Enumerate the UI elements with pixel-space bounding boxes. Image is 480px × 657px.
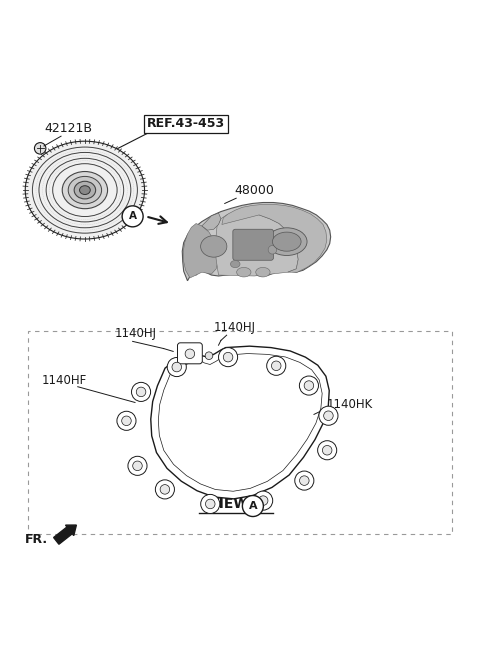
Polygon shape [215,213,298,276]
Ellipse shape [230,260,240,267]
Text: 1140HK: 1140HK [327,397,373,411]
Circle shape [223,352,233,362]
Circle shape [205,499,215,509]
Circle shape [132,382,151,401]
Text: A: A [129,212,137,221]
Bar [28,331,452,533]
Ellipse shape [68,177,102,204]
Ellipse shape [266,228,307,256]
Circle shape [122,206,143,227]
Ellipse shape [62,171,108,209]
Polygon shape [182,202,331,281]
Circle shape [156,480,174,499]
Circle shape [242,495,264,516]
Circle shape [324,411,333,420]
Circle shape [267,356,286,375]
Text: REF.43-453: REF.43-453 [147,118,225,131]
Text: VIEW: VIEW [209,497,250,510]
Circle shape [160,485,169,494]
Circle shape [117,411,136,430]
Ellipse shape [201,236,227,257]
Circle shape [300,476,309,486]
Text: 48000: 48000 [234,184,274,197]
Circle shape [304,381,314,390]
Circle shape [128,456,147,476]
Polygon shape [202,213,221,230]
Ellipse shape [273,232,301,251]
Circle shape [272,361,281,371]
Circle shape [295,471,314,490]
Circle shape [323,445,332,455]
Ellipse shape [237,267,251,277]
Circle shape [35,143,46,154]
Circle shape [136,387,146,397]
Circle shape [167,357,186,376]
Circle shape [122,416,131,426]
Text: FR.: FR. [25,533,48,545]
Text: 1140HF: 1140HF [42,374,87,387]
Text: 1140HJ: 1140HJ [214,321,256,334]
Circle shape [318,441,337,460]
Ellipse shape [25,141,144,239]
Text: 1140HJ: 1140HJ [115,327,157,340]
Circle shape [300,376,318,395]
Circle shape [258,496,268,505]
Circle shape [218,348,238,367]
Polygon shape [222,204,327,272]
Ellipse shape [74,181,96,199]
Circle shape [185,349,195,359]
Polygon shape [183,223,218,278]
FancyArrow shape [54,525,76,544]
Circle shape [132,461,142,470]
Circle shape [205,352,213,359]
Circle shape [172,362,181,372]
Text: A: A [249,501,257,511]
Ellipse shape [268,246,277,254]
Circle shape [253,491,273,510]
Circle shape [319,406,338,425]
Circle shape [201,495,220,514]
Ellipse shape [80,186,90,194]
FancyBboxPatch shape [178,343,202,364]
FancyBboxPatch shape [233,229,274,260]
Ellipse shape [256,267,270,277]
Text: 42121B: 42121B [44,122,92,135]
